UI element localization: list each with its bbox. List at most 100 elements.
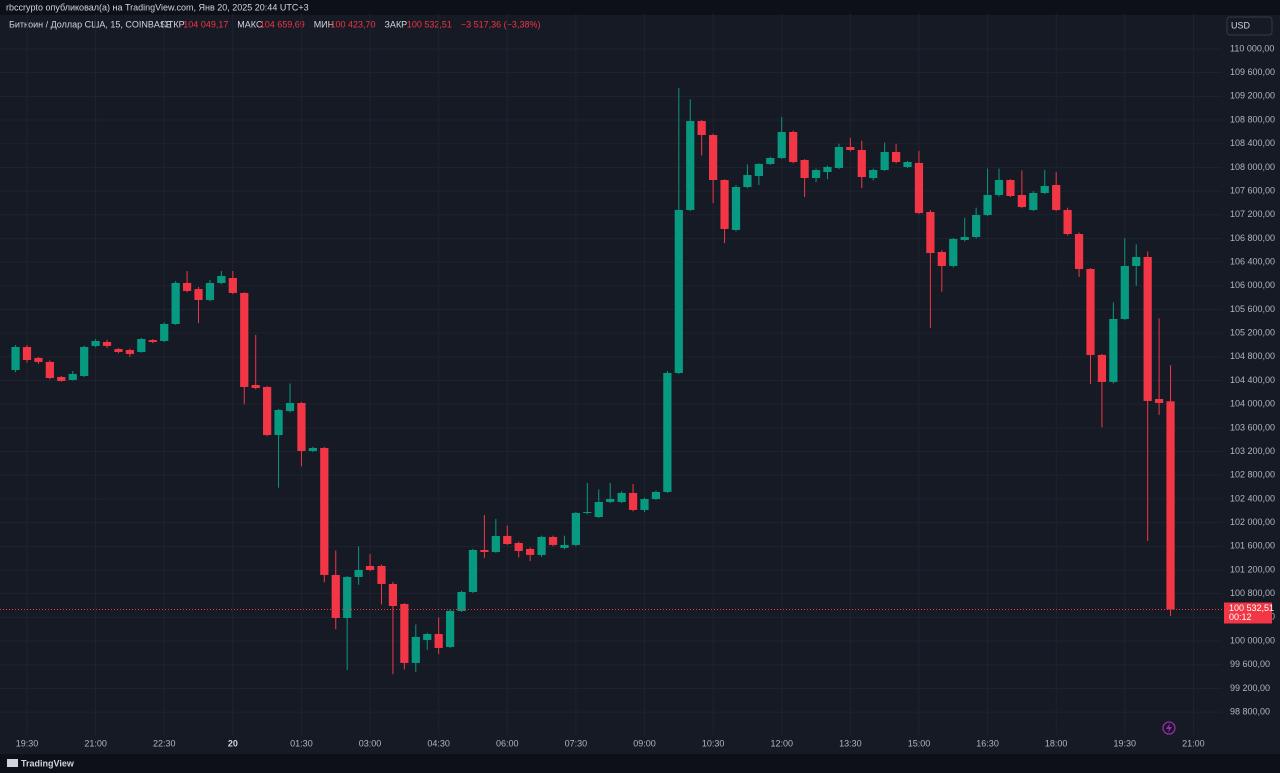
candle-body	[766, 157, 775, 164]
candle-body	[1074, 234, 1084, 269]
y-tick-label: 103 200,00	[1230, 446, 1275, 456]
x-tick-label: 01:30	[290, 738, 313, 748]
y-tick-label: 105 600,00	[1230, 304, 1275, 314]
candle-body	[480, 549, 489, 552]
y-tick-label: 103 600,00	[1230, 422, 1275, 432]
candle-body	[674, 209, 683, 373]
y-tick-label: 104 400,00	[1230, 375, 1275, 385]
candle-body	[949, 238, 958, 266]
x-tick-label: 21:00	[84, 738, 107, 748]
change: −3 517,36 (−3,38%)	[461, 19, 541, 29]
x-tick-label: 06:00	[496, 738, 519, 748]
candle-body	[891, 152, 901, 163]
candle-body	[686, 120, 695, 210]
candle-body	[411, 636, 420, 663]
candle-body	[880, 152, 889, 171]
candle-body	[743, 174, 752, 187]
candle-body	[594, 501, 603, 518]
candle-body	[800, 159, 809, 178]
x-tick-label: 22:30	[153, 738, 176, 748]
y-tick-label: 104 000,00	[1230, 399, 1275, 409]
last-price-box	[1224, 602, 1272, 624]
symbol: Биткоин / Доллар США, 15, COINBASE	[9, 19, 172, 29]
y-tick-label: 102 800,00	[1230, 470, 1275, 480]
candle-body	[1063, 209, 1072, 235]
candle-body	[34, 357, 43, 362]
candle-body	[789, 131, 798, 163]
y-tick-label: 108 000,00	[1230, 162, 1275, 172]
candle-body	[834, 146, 844, 168]
y-tick-label: 104 800,00	[1230, 351, 1275, 361]
y-tick-label: 109 200,00	[1230, 91, 1275, 101]
candle-body	[320, 447, 329, 575]
alert-icon[interactable]	[1162, 721, 1176, 735]
candle-body	[423, 633, 432, 640]
y-tick-label: 101 600,00	[1230, 541, 1275, 551]
candle-body	[400, 603, 409, 663]
ohlc-value: 100 532,51	[407, 19, 452, 29]
candle-body	[11, 346, 20, 371]
x-tick-label: 12:00	[770, 738, 793, 748]
candle-body	[1120, 265, 1129, 319]
x-tick-label: 03:00	[359, 738, 382, 748]
y-tick-label: 105 200,00	[1230, 328, 1275, 338]
grid	[0, 14, 1222, 735]
ohlc-label: ЗАКР	[385, 19, 408, 29]
candle-body	[1086, 268, 1095, 355]
candle-body	[994, 180, 1004, 195]
candle-body	[869, 170, 878, 178]
candle-body	[514, 542, 523, 551]
candle-body	[720, 180, 729, 229]
x-tick-label: 09:00	[633, 738, 656, 748]
candle-body	[445, 610, 455, 647]
published-note: rbccrypto опубликовал(а) на TradingView.…	[6, 2, 309, 12]
header: Биткоин / Доллар США, 15, COINBASEОТКР10…	[9, 19, 540, 29]
candle-body	[297, 402, 306, 451]
currency-box[interactable]	[1226, 16, 1273, 36]
candle-body	[308, 447, 317, 451]
y-tick-label: 102 000,00	[1230, 517, 1275, 527]
candle-body	[1029, 192, 1038, 210]
candle-body	[903, 162, 912, 167]
candle-body	[125, 349, 135, 354]
candle-body	[583, 511, 592, 513]
y-tick-label: 108 400,00	[1230, 138, 1275, 148]
countdown: 00:12	[1229, 612, 1252, 622]
y-tick-label: 100 000,00	[1230, 635, 1275, 645]
candle-body	[171, 282, 180, 324]
x-tick-label: 04:30	[427, 738, 450, 748]
candle-body	[1006, 180, 1015, 196]
candle-body	[663, 372, 672, 492]
ohlc-value: 100 423,70	[331, 19, 376, 29]
candle-body	[537, 536, 546, 555]
candle-body	[80, 346, 89, 376]
y-tick-label: 100 800,00	[1230, 588, 1275, 598]
candle-body	[194, 289, 203, 300]
y-tick-label: 99 200,00	[1230, 683, 1270, 693]
candle-body	[823, 166, 832, 172]
candle-body	[1154, 399, 1164, 403]
candle-body	[1109, 318, 1118, 382]
candle-body	[114, 348, 123, 353]
candle-body	[560, 544, 569, 548]
candle-body	[777, 131, 786, 158]
x-tick-label: 19:30	[1114, 738, 1137, 748]
candle-body	[811, 170, 821, 178]
currency[interactable]: USD	[1231, 20, 1251, 30]
y-tick-label: 106 000,00	[1230, 280, 1275, 290]
candle-body	[377, 565, 386, 584]
footer-bar	[0, 754, 1280, 773]
candle-body	[709, 135, 718, 181]
candle-body	[148, 339, 157, 342]
candle-body	[1040, 185, 1049, 193]
candle-body	[937, 252, 946, 266]
candle-body	[354, 569, 363, 577]
x-tick-label: 15:00	[908, 738, 931, 748]
candle-body	[857, 149, 866, 177]
candle-body	[1052, 184, 1061, 210]
y-tick-label: 110 000,00	[1230, 43, 1274, 53]
candle-body	[365, 565, 375, 570]
ohlc-value: 104 659,69	[260, 19, 305, 29]
candle-body	[731, 186, 741, 230]
